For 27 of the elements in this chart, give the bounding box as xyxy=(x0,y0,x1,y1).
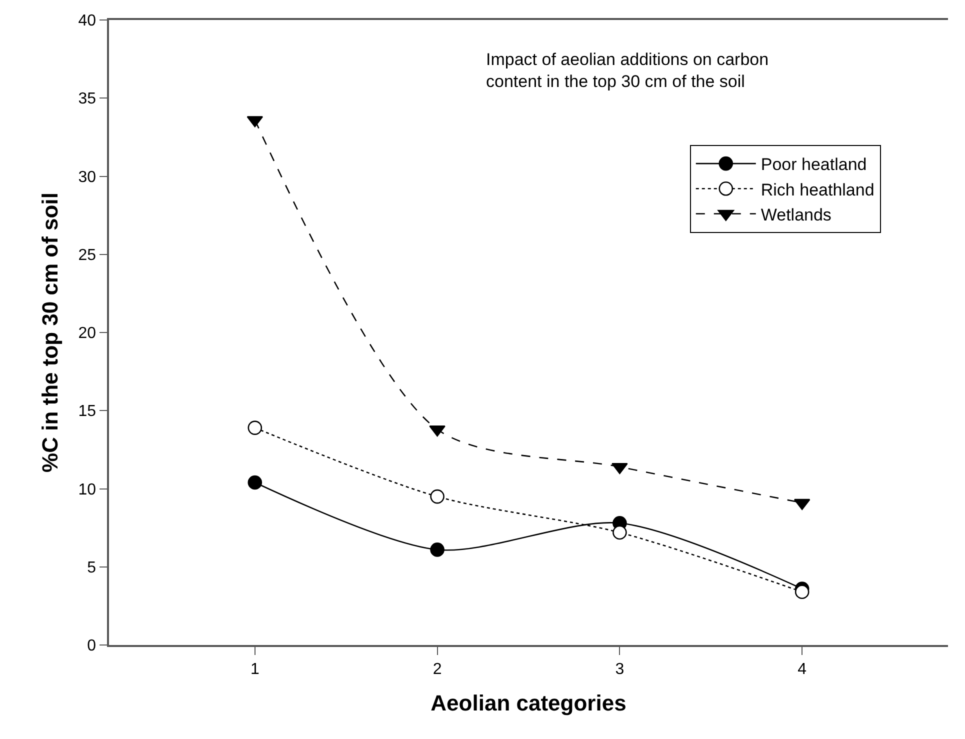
legend-label: Rich heathland xyxy=(760,180,874,200)
point xyxy=(429,425,446,437)
point xyxy=(248,420,262,435)
x-tick-label: 2 xyxy=(432,660,442,678)
y-tick-label: 5 xyxy=(87,559,96,576)
point xyxy=(248,475,262,490)
point xyxy=(794,584,810,600)
y-tick-label: 0 xyxy=(87,638,96,655)
y-tick-label: 30 xyxy=(78,168,96,186)
point xyxy=(430,542,444,557)
y-tick-label: 20 xyxy=(78,325,96,342)
y-tick-label: 40 xyxy=(78,12,96,30)
x-tick-label: 3 xyxy=(615,660,624,678)
y-tick-label: 35 xyxy=(78,90,96,108)
x-axis-title: Aeolian categories xyxy=(430,690,626,716)
y-tick-label: 10 xyxy=(78,481,96,498)
x-tick-label: 4 xyxy=(798,660,807,678)
y-tick-label: 15 xyxy=(78,403,96,420)
y-axis-title: %C in the top 30 cm of soil xyxy=(38,192,63,472)
legend-label: Wetlands xyxy=(760,205,832,224)
annotation: Impact of aeolian additions on carbon content in the top 30 cm of the soil xyxy=(486,50,769,92)
legend-label: Poor heatland xyxy=(760,155,867,174)
y-tick-label: 25 xyxy=(78,246,96,264)
x-tick-label: 1 xyxy=(250,660,260,678)
point xyxy=(612,525,627,540)
point xyxy=(612,462,628,474)
point xyxy=(430,489,444,504)
